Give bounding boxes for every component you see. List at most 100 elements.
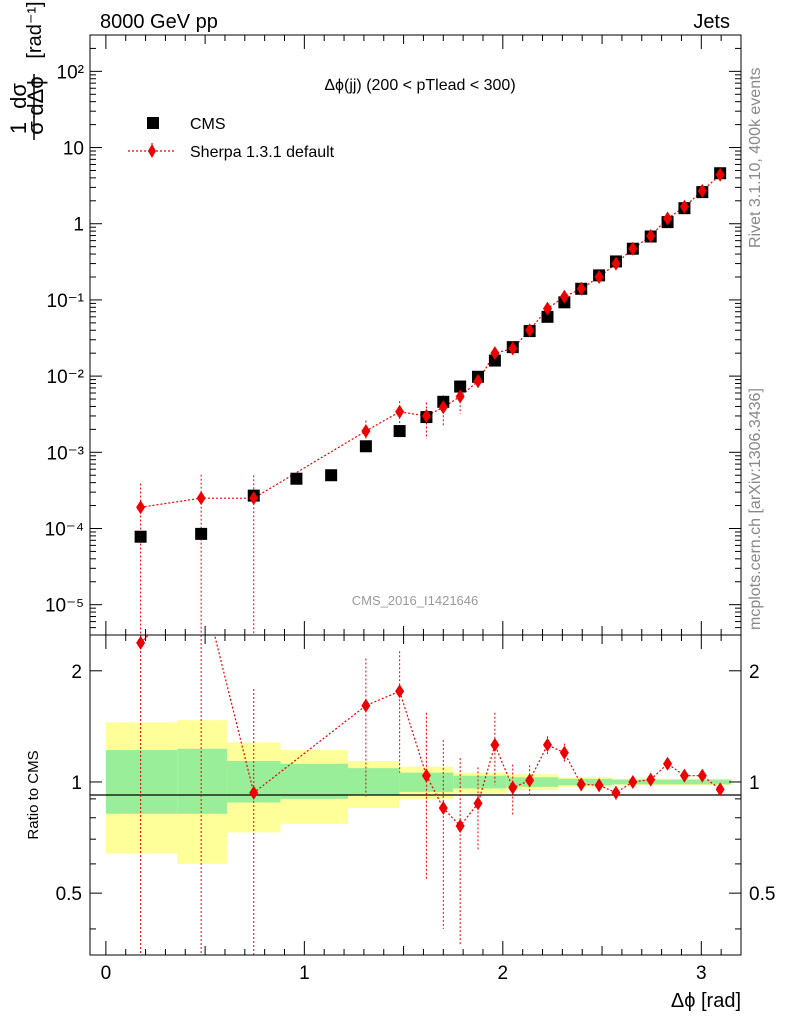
main-frame — [89, 34, 742, 636]
ratio-point — [421, 768, 431, 783]
ratio-point — [594, 778, 604, 793]
cms-point — [134, 530, 147, 543]
ratio-point — [249, 785, 259, 800]
ratio-point — [361, 698, 371, 713]
ratio-point — [473, 796, 483, 811]
ratio-ytick-label-left: 2 — [71, 662, 82, 683]
mcplots-label: mcplots.cern.ch [arXiv:1306.3436] — [747, 388, 764, 630]
ratio-band-inner — [558, 778, 612, 786]
ratio-frame — [89, 634, 742, 956]
ratio-point — [697, 768, 707, 783]
ratio-xtick-label: 0 — [101, 963, 112, 984]
sherpa-point — [663, 211, 673, 226]
cms-point — [195, 527, 208, 540]
sherpa-line — [140, 174, 721, 508]
sherpa-point — [611, 256, 621, 271]
sherpa-point — [361, 424, 371, 439]
ratio-point — [559, 745, 569, 760]
ratio-band-inner — [611, 779, 732, 785]
ratio-xtick-label: 2 — [498, 963, 509, 984]
main-ytick-label: 10⁻⁴ — [45, 519, 84, 540]
cms-point — [325, 469, 338, 482]
cms-point — [359, 440, 372, 453]
sherpa-point — [559, 289, 569, 304]
ratio-point — [455, 818, 465, 833]
ratio-point — [542, 737, 552, 752]
main-ytick-label: 10⁻⁵ — [45, 596, 84, 617]
sherpa-point — [525, 323, 535, 338]
cms-point — [454, 380, 467, 393]
ratio-point — [136, 635, 146, 650]
header-right: Jets — [693, 11, 730, 33]
main-ytick-label: 10⁻³ — [47, 443, 85, 464]
main-ylabel: 1 σ dσ dΔϕ [rad⁻¹] — [6, 1, 48, 140]
sherpa-point — [490, 346, 500, 361]
legend-cms-label: CMS — [190, 116, 226, 133]
ratio-point — [576, 777, 586, 792]
sherpa-point — [136, 500, 146, 515]
svg-text:dσ: dσ — [6, 83, 31, 109]
ratio-point — [663, 756, 673, 771]
ratio-point — [438, 801, 448, 816]
ratio-band-inner — [177, 748, 227, 814]
legend-sherpa-marker — [148, 144, 156, 158]
rivet-label: Rivet 3.1.10, 400k events — [747, 67, 764, 248]
main-title: Δϕ(jj) (200 < pTlead < 300) — [324, 77, 515, 94]
ratio-point — [525, 773, 535, 788]
ratio-ytick-label-right: 1 — [749, 773, 760, 794]
sherpa-point — [455, 389, 465, 404]
sherpa-point — [196, 491, 206, 506]
ratio-ytick-label-right: 0.5 — [749, 884, 775, 905]
main-panel: 10⁻⁵ 10⁻⁴ 10⁻³ 10⁻² 10⁻¹ 1 10 10² Δϕ(jj) (200 <… — [6, 1, 742, 636]
legend-sherpa-label: Sherpa 1.3.1 default — [190, 144, 335, 161]
svg-text:σ: σ — [23, 121, 48, 135]
ratio-xtick-label: 1 — [299, 963, 310, 984]
main-ytick-label: 10 — [63, 139, 84, 160]
header-left: 8000 GeV pp — [100, 11, 218, 33]
ratio-point — [628, 774, 638, 789]
sherpa-point — [697, 183, 707, 198]
ratio-xtick-label: 3 — [696, 963, 707, 984]
ratio-ytick-label-right: 2 — [749, 662, 760, 683]
sherpa-point — [576, 281, 586, 296]
ratio-band-inner — [105, 750, 178, 814]
sherpa-point — [594, 269, 604, 284]
ratio-ytick-label-left: 1 — [71, 773, 82, 794]
ratio-ytick-label-left: 0.5 — [56, 884, 82, 905]
watermark: CMS_2016_I1421646 — [352, 593, 479, 608]
svg-text:1: 1 — [6, 122, 31, 134]
cms-point — [541, 310, 554, 323]
ratio-band-inner — [280, 763, 349, 799]
ratio-point — [715, 782, 725, 797]
ratio-band-inner — [453, 775, 507, 789]
sherpa-point — [715, 167, 725, 182]
sherpa-point — [395, 404, 405, 419]
sherpa-point — [438, 400, 448, 415]
ratio-point — [679, 768, 689, 783]
ratio-point — [646, 772, 656, 787]
ratio-ylabel: Ratio to CMS — [25, 750, 42, 839]
svg-text:dΔϕ: dΔϕ — [23, 76, 48, 115]
ratio-panel: 0.5 0.5 1 1 2 2 0 1 2 3 Ratio to CMS Δϕ [rad] — [25, 634, 775, 1012]
ratio-xlabel: Δϕ [rad] — [671, 990, 741, 1012]
sherpa-point — [421, 408, 431, 423]
main-ytick-label: 10⁻¹ — [47, 291, 85, 312]
main-ytick-label: 10² — [57, 62, 84, 83]
main-ytick-label: 1 — [73, 215, 84, 236]
cms-point — [290, 472, 303, 485]
sherpa-point — [646, 229, 656, 244]
ratio-point — [490, 737, 500, 752]
sherpa-point — [473, 374, 483, 389]
ratio-point — [508, 780, 518, 795]
main-ytick-label: 10⁻² — [47, 367, 85, 388]
sherpa-point — [542, 301, 552, 316]
cms-point — [393, 425, 406, 438]
legend-cms-marker — [147, 117, 159, 129]
sherpa-point — [628, 241, 638, 256]
ratio-point — [395, 684, 405, 699]
ratio-point — [611, 785, 621, 800]
ratio-band-inner — [348, 768, 400, 796]
legend: CMS Sherpa 1.3.1 default — [128, 116, 335, 161]
sherpa-point — [679, 199, 689, 214]
